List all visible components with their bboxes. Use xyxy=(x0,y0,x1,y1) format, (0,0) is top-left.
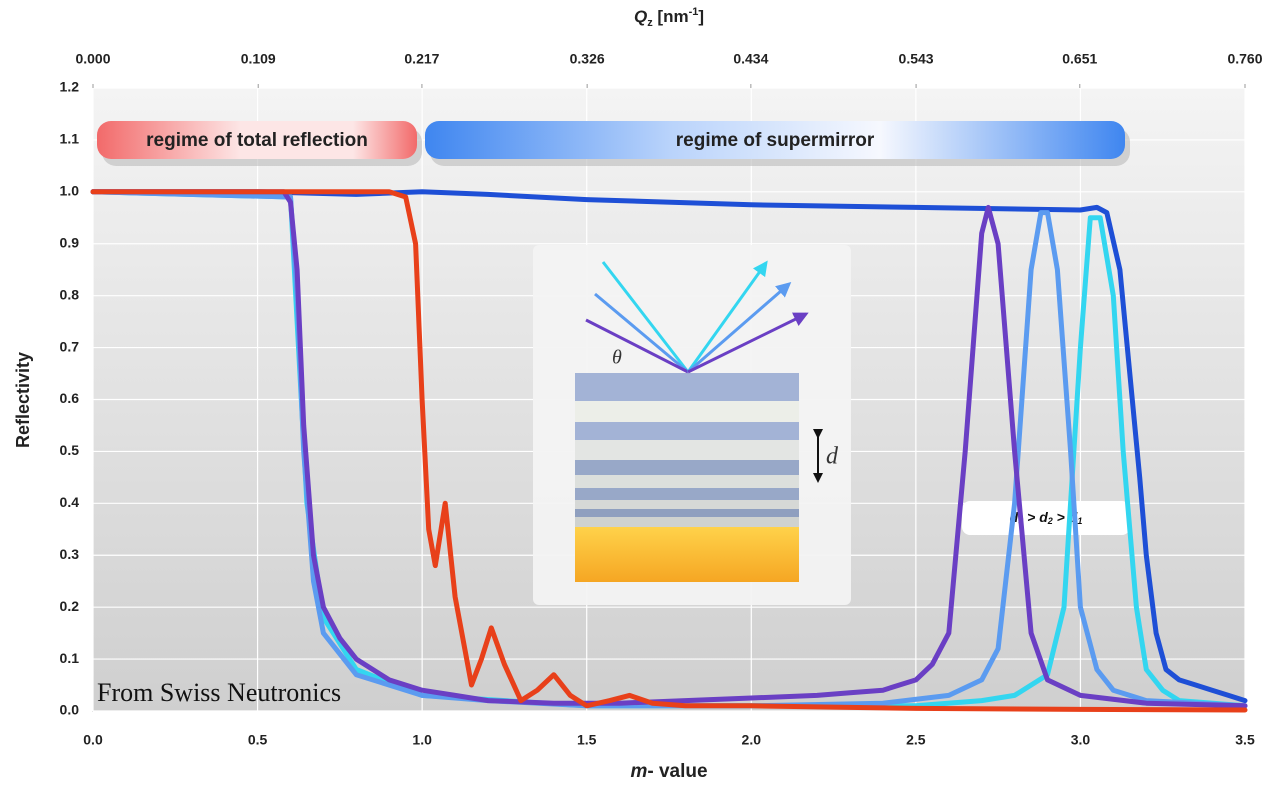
text-part: d xyxy=(1039,509,1048,525)
annotation-box xyxy=(962,501,1130,535)
x-tick-label: 1.5 xyxy=(577,732,597,748)
data-line xyxy=(90,189,1248,713)
annotation: θ xyxy=(612,347,622,369)
y-tick-label: 1.1 xyxy=(60,131,80,147)
data-line xyxy=(90,189,1248,704)
y-tick-label: 0.3 xyxy=(60,546,80,562)
x-tick-label: 0.5 xyxy=(248,732,268,748)
x2-tick-label: 0.434 xyxy=(733,51,768,67)
inset-diagram xyxy=(533,245,851,605)
data-line xyxy=(90,189,1248,709)
regime-pill xyxy=(425,121,1125,159)
y-tick-label: 0.5 xyxy=(60,442,80,458)
y-tick-label: 1.0 xyxy=(60,183,80,199)
x2-tick-label: 0.326 xyxy=(570,51,605,67)
annotation: regime of supermirror xyxy=(676,130,875,151)
x2-tick-label: 0.543 xyxy=(899,51,934,67)
text-part: - value xyxy=(647,761,707,782)
y-tick-label: 0.2 xyxy=(60,598,80,614)
x-tick-label: 3.5 xyxy=(1235,732,1255,748)
text-part: -1 xyxy=(689,6,699,18)
y-tick-label: 0.0 xyxy=(60,702,80,718)
x-tick-label: 3.0 xyxy=(1071,732,1091,748)
x2-tick-label: 0.217 xyxy=(404,51,439,67)
y-tick-label: 1.2 xyxy=(60,79,80,95)
x-tick-label: 1.0 xyxy=(412,732,432,748)
text-part: 2 xyxy=(1047,516,1053,526)
x-axis-label: m- value xyxy=(630,761,707,782)
text-part: > xyxy=(1053,509,1069,525)
x-tick-label: 2.5 xyxy=(906,732,926,748)
x2-tick-label: 0.109 xyxy=(241,51,276,67)
x-tick-label: 2.0 xyxy=(742,732,762,748)
y-tick-label: 0.8 xyxy=(60,286,80,302)
x2-axis-label: Qz [nm-1] xyxy=(634,6,704,29)
y-axis-label: Reflectivity xyxy=(13,352,33,448)
text-part: m xyxy=(630,761,647,782)
y-tick-label: 0.4 xyxy=(60,494,80,510)
text-part: z xyxy=(647,17,653,29)
y-tick-label: 0.7 xyxy=(60,338,80,354)
credit: From Swiss Neutronics xyxy=(97,678,341,707)
text-part: 1 xyxy=(1077,516,1082,526)
x-tick-label: 0.0 xyxy=(83,732,103,748)
x2-tick-label: 0.760 xyxy=(1227,51,1262,67)
x2-tick-label: 0.651 xyxy=(1062,51,1097,67)
y-tick-label: 0.9 xyxy=(60,234,80,250)
text-part: > xyxy=(1023,509,1039,525)
text-part: Q xyxy=(634,7,647,26)
y-tick-label: 0.6 xyxy=(60,390,80,406)
y-tick-label: 0.1 xyxy=(60,650,80,666)
regime-pill xyxy=(97,121,417,159)
x2-tick-label: 0.000 xyxy=(75,51,110,67)
lines xyxy=(90,189,1248,713)
data-line xyxy=(90,189,1248,709)
annotation: d xyxy=(826,444,839,470)
annotation: regime of total reflection xyxy=(146,130,368,151)
text-part: [nm xyxy=(653,7,689,26)
text-part: ] xyxy=(698,7,704,26)
